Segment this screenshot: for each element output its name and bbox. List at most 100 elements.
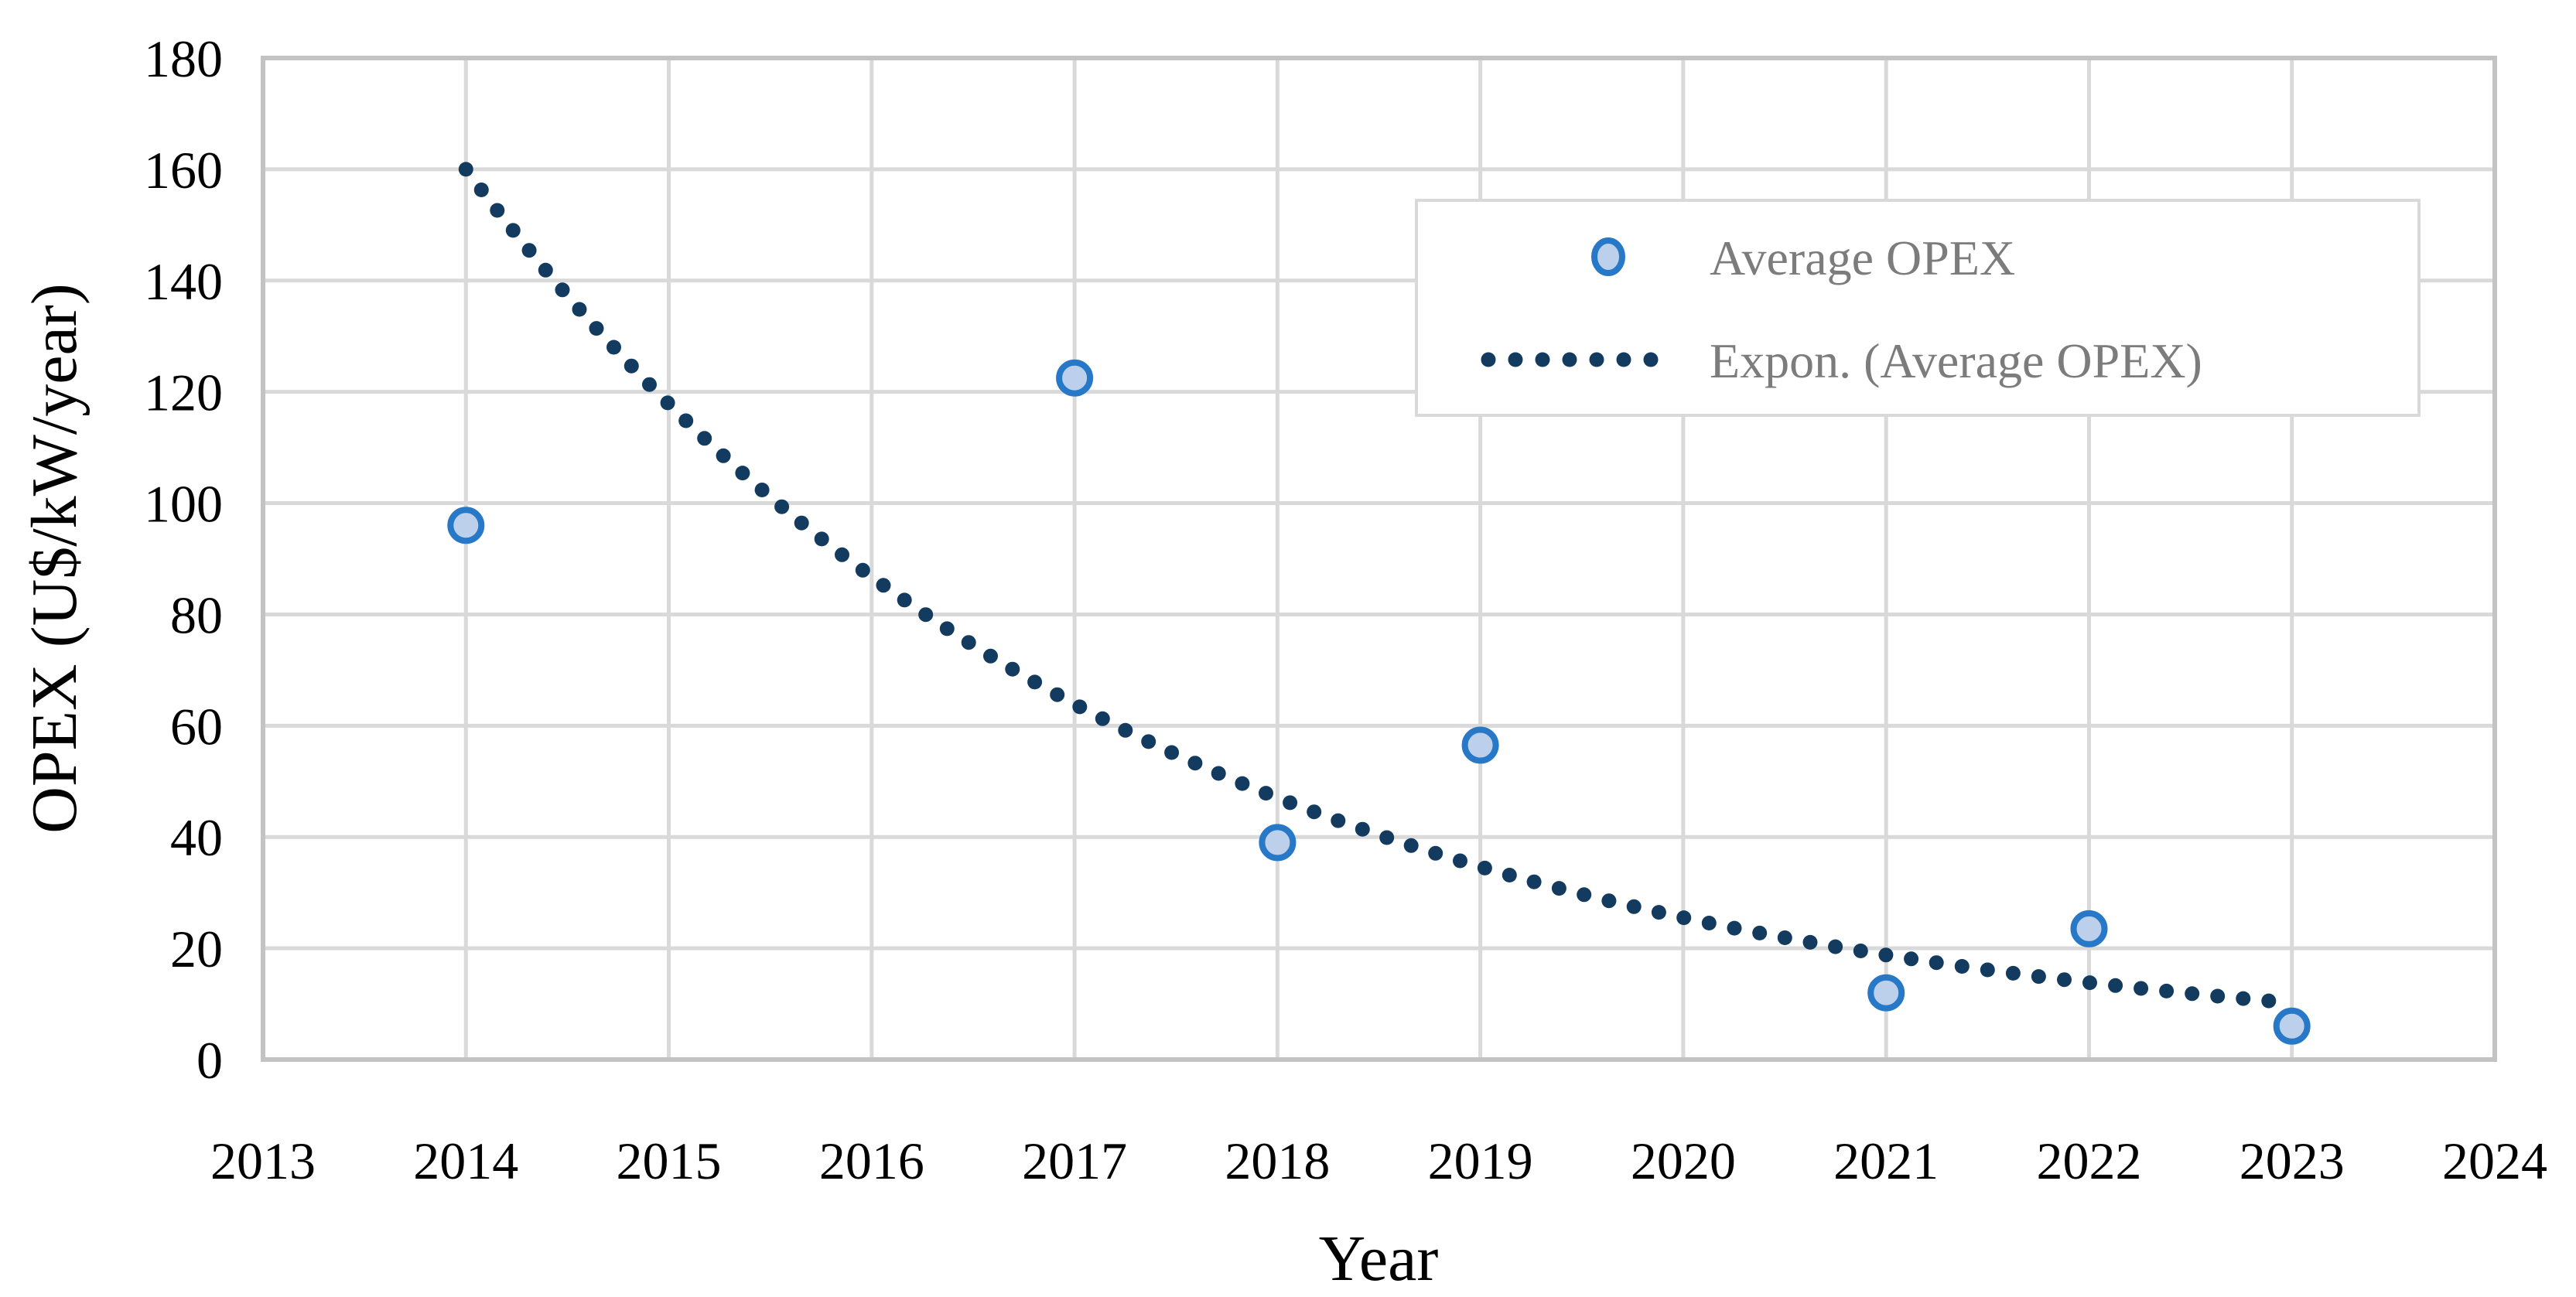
y-tick-label: 120 [144,364,223,422]
trendline-dot [1211,766,1226,781]
trendline-dot [2057,972,2072,988]
trendline-dot [2210,988,2226,1004]
trendline-dot [1878,947,1894,963]
trendline-dot [1118,722,1133,738]
data-point-2022 [2070,910,2108,947]
trendline-dot [624,358,639,374]
trendline-dot [735,466,750,481]
trendline-dot [814,531,829,547]
trendline-dot [876,578,891,593]
trendline-dot [1828,939,1843,954]
y-axis-title: OPEX (U$/kW/year) [19,283,91,833]
trendline-dot [1072,699,1088,715]
trendline-dot [1283,795,1298,811]
trendline-dot [918,607,934,623]
trendline-dot [538,262,553,278]
legend-dot [1562,352,1577,367]
legend-dot [1616,352,1631,367]
legend-scatter-marker-icon [1591,237,1625,276]
trendline-dot [1954,959,1970,974]
trendline-dot [1929,955,1944,971]
trendline-dot [1331,813,1346,828]
trendline-dot [1187,756,1203,771]
trendline-dot [855,562,870,578]
trendline-dot [1307,804,1322,820]
trendline-dot [2108,978,2123,993]
trendline-dot [1141,734,1156,749]
y-tick-label: 80 [170,585,223,644]
trendline-dot [1050,687,1065,702]
trendline-dot [754,483,770,497]
x-tick-label: 2016 [819,1131,924,1190]
trendline-dot [716,448,731,463]
x-tick-label: 2021 [1833,1131,1939,1190]
y-tick-label: 140 [144,252,223,311]
y-tick-label: 60 [170,697,223,756]
x-tick-label: 2017 [1022,1131,1127,1190]
data-point-2014 [447,507,485,544]
legend-dot [1481,352,1496,367]
trendline-dot [2031,969,2046,985]
x-axis-tick-labels: 2013 2014 2015 2016 2017 2018 2019 2020 2021 2022… [210,1131,2547,1190]
trendline-dot [1235,776,1250,791]
trendline-dot [2159,983,2175,998]
y-tick-label: 160 [144,141,223,200]
trendline-dot [1626,899,1642,914]
trendline-dot [1526,874,1542,889]
x-tick-label: 2023 [2239,1131,2345,1190]
trendline-dot [555,282,570,298]
trendline-dot [2185,986,2200,1002]
trendline-dot [1502,868,1517,882]
trendline-dot [678,413,694,428]
legend-label-average-opex: Average OPEX [1710,230,2015,285]
data-point-2017 [1056,359,1094,397]
legend-dot [1643,352,1659,367]
legend-dotted-line-icon [1481,352,1659,367]
trendline-dot [983,648,998,664]
trendline-dot [697,431,712,446]
trendline-dot [835,547,849,562]
trendline-dot [2082,975,2097,991]
trendline-dot [521,243,537,258]
x-tick-label: 2014 [413,1131,518,1190]
trendline-dot [1802,934,1818,950]
trendline-dot [1853,944,1868,958]
trendline-dot [774,499,790,514]
x-tick-label: 2020 [1631,1131,1736,1190]
x-tick-label: 2019 [1428,1131,1533,1190]
legend-dot [1508,352,1523,367]
trendline-dot [1601,893,1617,909]
trendline-dot [1651,905,1666,920]
trendline-dot [642,377,657,392]
x-tick-label: 2024 [2442,1131,2547,1190]
trendline-dot [1379,830,1395,845]
trendline-dot [505,223,521,238]
y-tick-label: 20 [170,920,223,978]
plot-border [261,56,2497,1062]
data-point-2018 [1259,824,1297,862]
legend-dot [1589,352,1604,367]
trendline-dot [961,635,976,650]
trendline-dot [660,395,675,411]
trendline-dot [1005,661,1020,677]
trendline-dot [897,592,912,608]
legend: Average OPEX Expon. (Average OPEX) [1415,199,2421,417]
trendline-dot [1701,916,1717,930]
legend-label-expon: Expon. (Average OPEX) [1710,333,2202,388]
trendline-dot [1428,845,1443,861]
trendline-dot [572,302,587,317]
trendline-dot [1477,860,1492,875]
legend-dot [1535,352,1550,367]
trendline-dot [1551,881,1566,896]
trendline-dot [473,183,489,197]
trendline-dot [1980,962,1995,978]
x-axis-title: Year [1319,1223,1439,1295]
trendline-dot [2261,993,2277,1009]
trendline-dot [1676,910,1692,926]
trendline-dot [458,162,473,177]
trendline-dot [2134,981,2149,996]
data-point-2023 [2273,1007,2311,1045]
y-tick-label: 40 [170,808,223,867]
